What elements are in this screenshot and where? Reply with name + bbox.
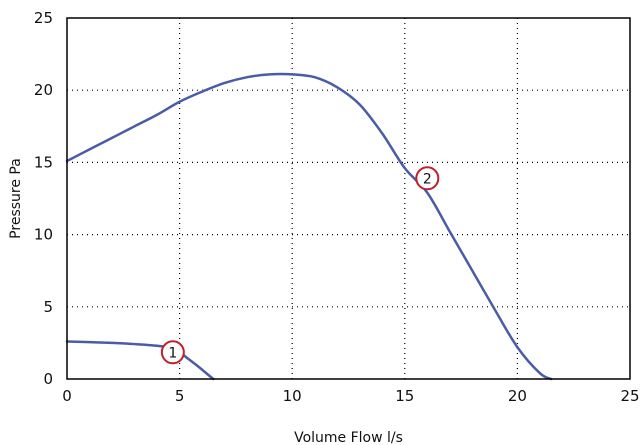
series-2-marker-label: 2 <box>423 171 432 187</box>
y-tick-label-4: 20 <box>34 81 53 99</box>
y-tick-label-1: 5 <box>43 298 53 316</box>
tick-labels: 0 5 10 15 20 25 0 5 10 15 20 25 <box>34 9 640 405</box>
series-1-marker-label: 1 <box>168 345 177 361</box>
series-markers: 12 <box>160 166 440 365</box>
y-tick-label-3: 15 <box>34 153 53 171</box>
x-tick-label-5: 25 <box>620 387 639 405</box>
y-tick-label-5: 25 <box>34 9 53 27</box>
y-tick-label-2: 10 <box>34 226 53 244</box>
x-tick-label-3: 15 <box>395 387 414 405</box>
series-1-marker-circle <box>160 340 185 365</box>
y-axis-title: Pressure Pa <box>8 158 24 239</box>
y-tick-label-0: 0 <box>43 370 53 388</box>
x-tick-label-1: 5 <box>175 387 185 405</box>
series-2-line <box>65 72 553 381</box>
x-tick-label-4: 20 <box>508 387 527 405</box>
series-1-marker: 1 <box>160 340 185 365</box>
series-1-line <box>65 340 215 381</box>
x-axis-title: Volume Flow l/s <box>294 430 403 445</box>
series-2-marker: 2 <box>415 166 440 191</box>
plot-frame <box>66 17 631 380</box>
series-lines <box>65 72 553 381</box>
x-tick-label-2: 10 <box>283 387 302 405</box>
grid <box>67 18 630 379</box>
series-2-marker-circle <box>415 166 440 191</box>
x-tick-label-0: 0 <box>62 387 72 405</box>
